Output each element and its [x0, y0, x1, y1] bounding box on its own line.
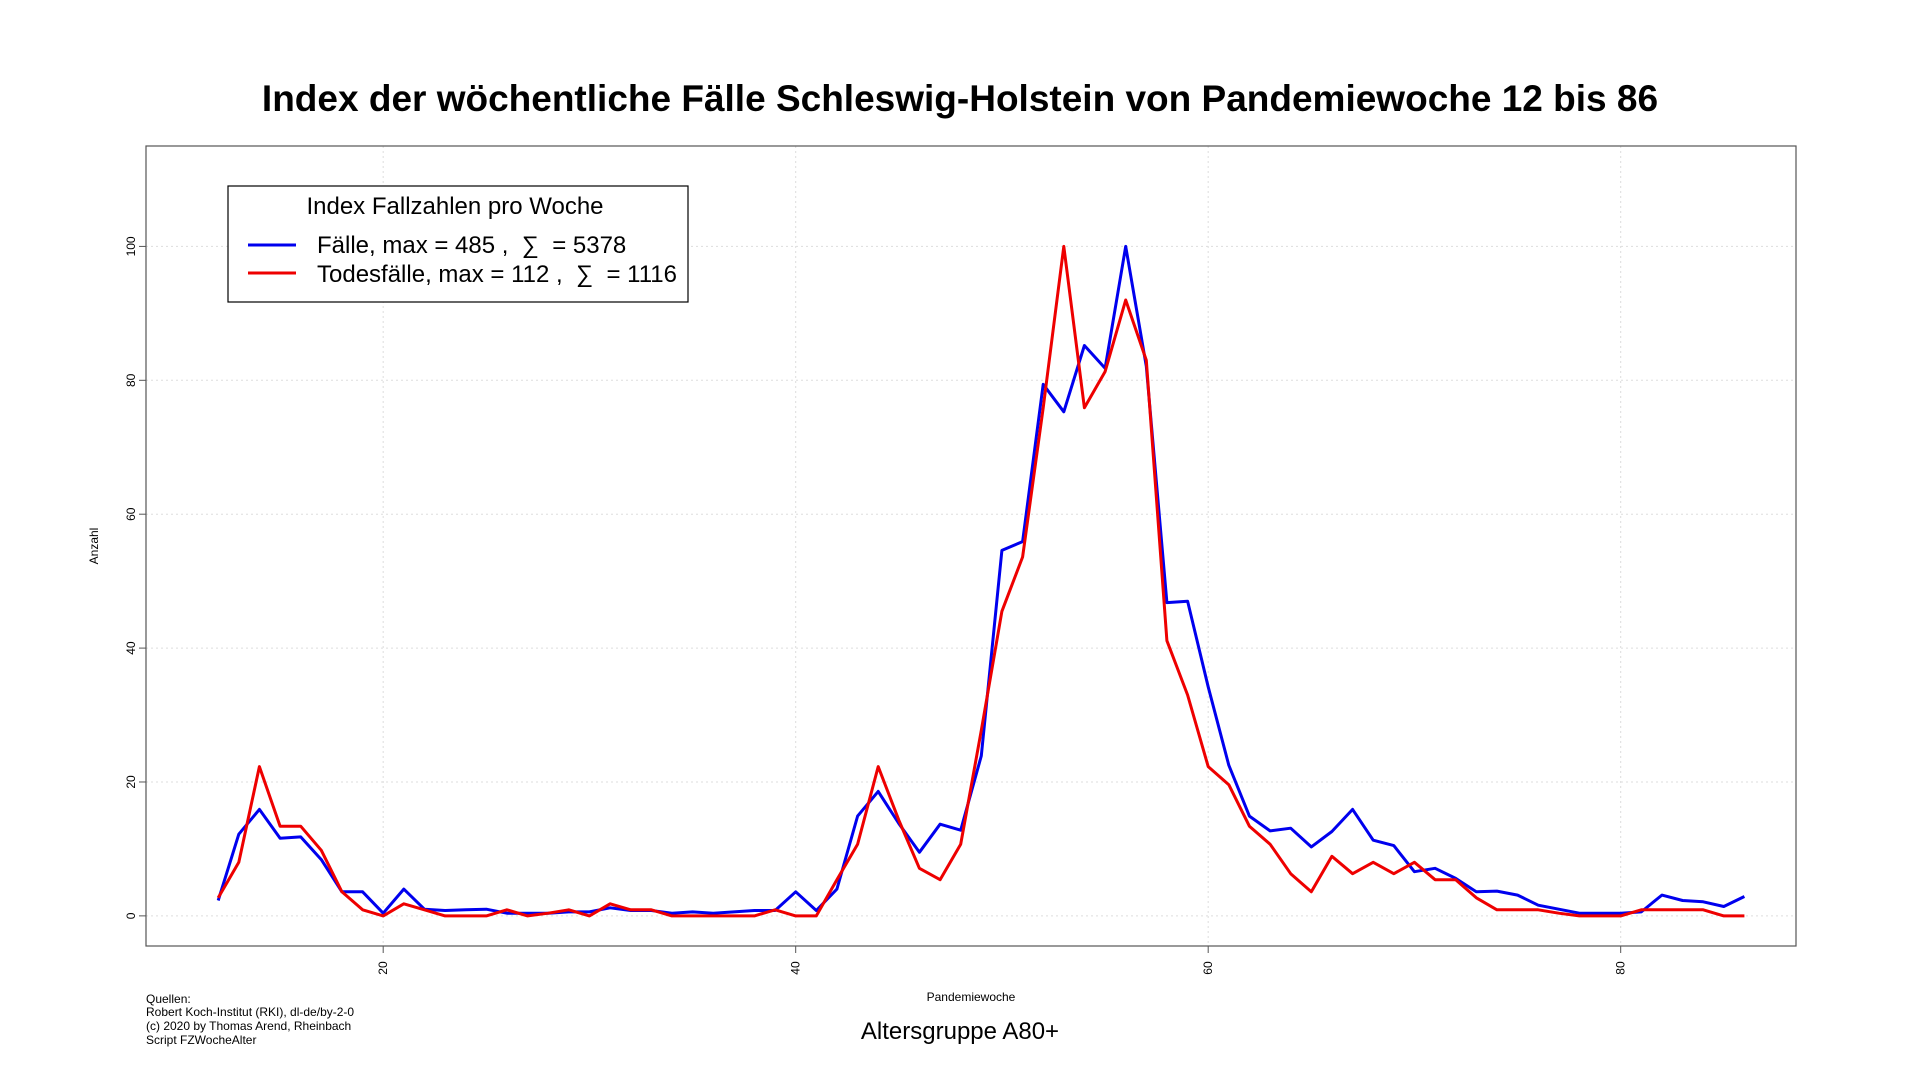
source-line-2: Robert Koch-Institut (RKI), dl-de/by-2-0 [146, 1005, 355, 1019]
series-line-todesfaelle [216, 244, 1745, 918]
y-tick-label: 80 [124, 373, 138, 387]
x-tick-label: 20 [376, 961, 390, 975]
x-tick-label: 60 [1201, 961, 1215, 975]
series-line-faelle [216, 244, 1746, 915]
source-line-3: (c) 2020 by Thomas Arend, Rheinbach [146, 1019, 352, 1033]
y-tick-label: 20 [124, 775, 138, 789]
legend-title: Index Fallzahlen pro Woche [306, 193, 603, 220]
source-line-1: Quellen: [146, 992, 191, 1006]
legend: Index Fallzahlen pro Woche Fälle, max = … [227, 185, 689, 303]
y-tick-label: 60 [124, 507, 138, 521]
source-line-4: Script FZWocheAlter [146, 1033, 257, 1047]
legend-label-todesfaelle: Todesfälle, max = 112 , ∑ = 1116 [317, 261, 677, 288]
y-tick-label: 0 [124, 912, 138, 919]
legend-label-faelle: Fälle, max = 485 , ∑ = 5378 [317, 232, 626, 259]
legend-box [227, 185, 689, 303]
y-tick-label: 100 [124, 236, 138, 256]
x-tick-label: 40 [789, 961, 803, 975]
x-axis: 20 40 60 80 [376, 946, 1628, 975]
y-axis: 0 20 40 60 80 100 [124, 236, 146, 919]
y-axis-label: Anzahl [87, 528, 101, 565]
x-tick-label: 80 [1614, 961, 1628, 975]
series-lines [216, 244, 1746, 918]
x-axis-label: Pandemiewoche [927, 990, 1016, 1004]
chart-subtitle: Altersgruppe A80+ [860, 1018, 1060, 1045]
y-tick-label: 40 [124, 641, 138, 655]
chart-title: Index der wöchentliche Fälle Schleswig-H… [261, 78, 1659, 119]
plot-frame [145, 145, 1797, 947]
